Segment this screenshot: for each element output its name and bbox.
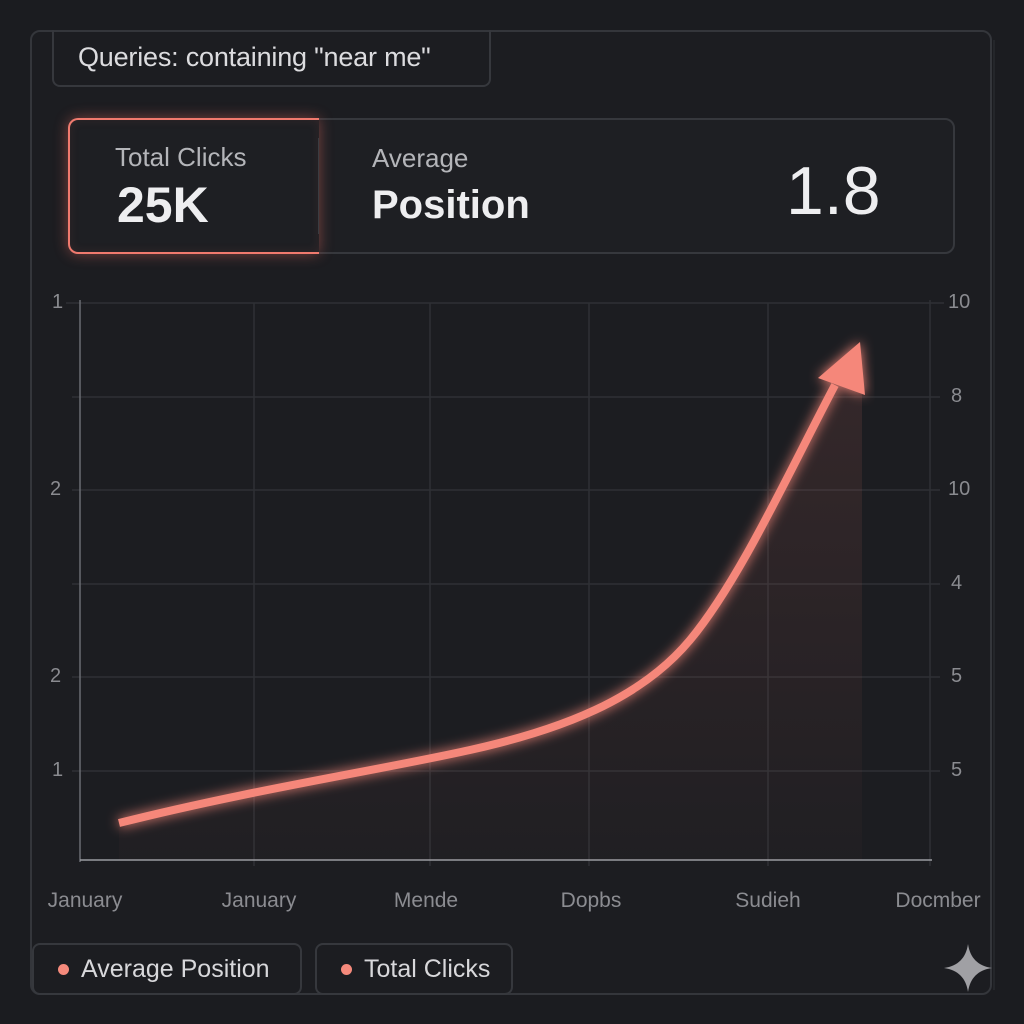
legend-average-position[interactable]: Average Position [32,943,302,995]
legend-dot-icon [341,963,352,975]
total-clicks-value: 25K [117,177,209,233]
sparkle-icon[interactable] [943,943,993,993]
left-tick: 1 [52,759,64,781]
right-tick: 4 [951,572,963,594]
right-tick: 5 [951,665,963,687]
x-axis-label: Docmber [895,889,981,912]
trend-line [118,383,839,827]
legend-label: Average Position [81,954,270,983]
left-tick: 2 [50,665,62,687]
x-axis-label: January [47,889,123,912]
arrow-head-icon [818,342,865,395]
right-tick: 5 [951,759,963,781]
total-clicks-label: Total Clicks [115,142,247,172]
total-clicks-stat[interactable] [68,118,319,254]
query-filter-chip[interactable]: Queries: containing "near me" [52,30,491,87]
average-position-label: Average [372,143,469,173]
legend-label: Total Clicks [364,954,491,983]
average-position-value: 1.8 [786,153,881,229]
x-axis-label: Mende [393,889,459,912]
right-tick: 8 [951,385,963,407]
x-axis-label: January [221,889,297,912]
average-position-label-2: Position [372,183,530,227]
legend-total-clicks[interactable]: Total Clicks [315,943,513,995]
query-filter-label: Queries: containing "near me" [78,42,431,72]
left-tick: 2 [50,478,62,500]
right-tick: 10 [948,478,971,500]
stat-divider [318,138,319,234]
area-fill [119,360,862,860]
x-axis-label: Sudieh [735,889,801,912]
legend-dot-icon [58,963,69,975]
x-axis-label: Dopbs [560,889,622,912]
left-tick: 1 [52,291,64,313]
right-tick: 10 [948,291,971,313]
